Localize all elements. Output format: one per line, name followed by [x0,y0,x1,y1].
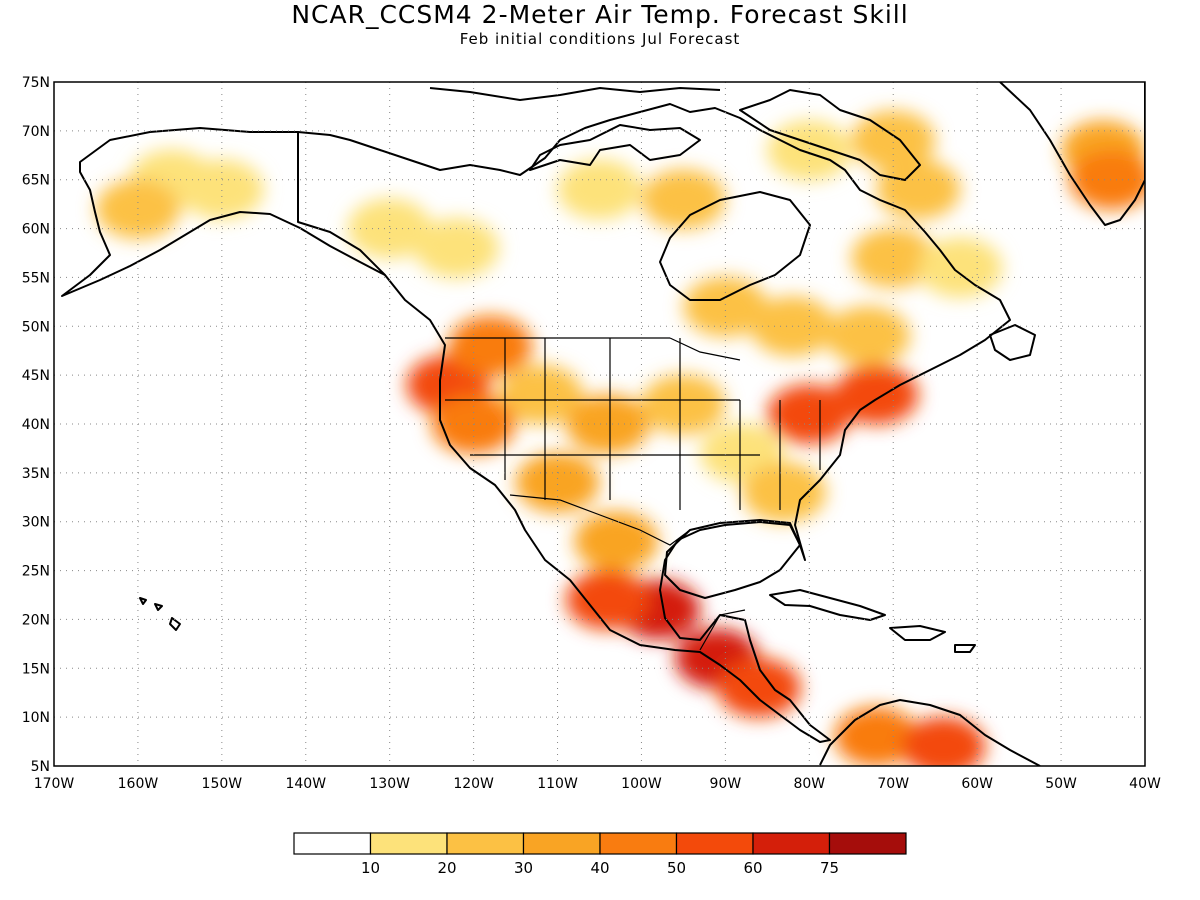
skill-region-4 [414,218,499,279]
legend-swatch-7 [828,832,907,855]
south-america-coastline [819,699,1041,766]
skill-region-5 [557,159,642,220]
skill-region-2 [95,179,180,240]
plot-frame [53,81,1146,767]
lon-tick-label: 170W [34,776,75,792]
lon-tick-label: 80W [793,776,825,792]
lat-tick-label: 40N [22,417,50,433]
lat-tick-label: 60N [22,222,50,238]
legend-swatch-4 [599,832,678,855]
lon-tick-label: 110W [537,776,578,792]
newfoundland [989,324,1036,361]
skill-region-3 [347,198,432,259]
color-scale-legend: 10 20 30 40 50 60 75 [293,832,907,877]
legend-level-label: 20 [437,859,456,877]
legend-swatch-6 [752,832,831,855]
hispaniola [889,625,946,641]
lon-tick-label: 160W [118,776,159,792]
skill-region-11 [918,237,1003,298]
skill-region-21 [565,394,650,454]
lon-tick-label: 140W [285,776,326,792]
mainland-coastline [297,103,1011,743]
skill-shading-layer [95,110,1145,766]
lat-tick-label: 70N [22,124,50,140]
map-subtitle: Feb initial conditions Jul Forecast [459,30,741,48]
legend-swatch-0 [293,832,372,855]
lat-tick-label: 5N [31,759,50,775]
gulf-of-mexico [664,519,801,599]
skill-region-27 [742,462,827,523]
skill-region-7 [767,120,852,181]
arctic-islands [529,124,701,171]
cuba [769,589,886,621]
skill-region-19 [498,364,583,425]
map-title: NCAR_CCSM4 2-Meter Air Temp. Forecast Sk… [291,0,909,29]
skill-region-28 [574,511,659,572]
legend-level-label: 75 [820,859,839,877]
lat-tick-label: 20N [22,612,50,628]
lon-tick-label: 90W [710,776,742,792]
lon-tick-label: 50W [1045,776,1077,792]
legend-swatch-1 [369,832,448,855]
skill-region-32 [716,657,801,718]
lat-tick-label: 25N [22,564,50,580]
lon-tick-label: 100W [621,776,662,792]
skill-region-10 [851,227,936,288]
alaska-coastline [61,127,386,297]
skill-region-14 [683,276,768,337]
lat-tick-label: 35N [22,466,50,482]
legend-level-label: 10 [361,859,380,877]
greenland-coastline [999,82,1145,226]
hawaii [169,617,181,631]
lon-tick-label: 130W [369,776,410,792]
political-borders [445,337,821,651]
lon-tick-label: 60W [961,776,993,792]
lon-tick-label: 120W [453,776,494,792]
lat-tick-label: 45N [22,368,50,384]
legend-level-label: 50 [667,859,686,877]
skill-region-8 [851,110,936,171]
lat-tick-label: 15N [22,661,50,677]
skill-region-22 [515,452,600,513]
lon-tick-label: 150W [202,776,243,792]
lat-tick-label: 75N [22,75,50,91]
lat-tick-label: 50N [22,319,50,335]
skill-region-1 [179,159,264,220]
skill-region-16 [826,306,911,367]
skill-region-30 [565,569,650,630]
legend-level-label: 30 [514,859,533,877]
skill-region-18 [448,315,533,376]
skill-region-26 [834,364,919,425]
legend-level-label: 40 [590,859,609,877]
skill-region-13 [1069,149,1145,210]
skill-region-33 [834,706,919,766]
skill-region-25 [767,384,852,445]
longitude-labels: 170W 160W 150W 140W 130W 120W 110W 100W 90W 80W 70… [34,776,1161,792]
legend-swatch-2 [446,832,525,855]
skill-region-34 [901,716,986,766]
legend-level-label: 60 [743,859,762,877]
lon-tick-label: 70W [877,776,909,792]
legend-swatch-3 [522,832,601,855]
skill-region-23 [641,374,726,435]
skill-region-9 [876,159,961,220]
lon-tick-label: 40W [1129,776,1161,792]
lat-tick-label: 55N [22,270,50,286]
hudson-bay [659,191,811,301]
skill-region-6 [641,169,726,230]
latitude-labels: 5N 10N 15N 20N 25N 30N 35N 40N 45N 50N 55N 60N 65N 70… [22,75,50,775]
legend-swatch-5 [675,832,754,855]
coastline-layer [61,82,1145,766]
lat-tick-label: 30N [22,515,50,531]
lat-tick-label: 65N [22,173,50,189]
lat-tick-label: 10N [22,710,50,726]
